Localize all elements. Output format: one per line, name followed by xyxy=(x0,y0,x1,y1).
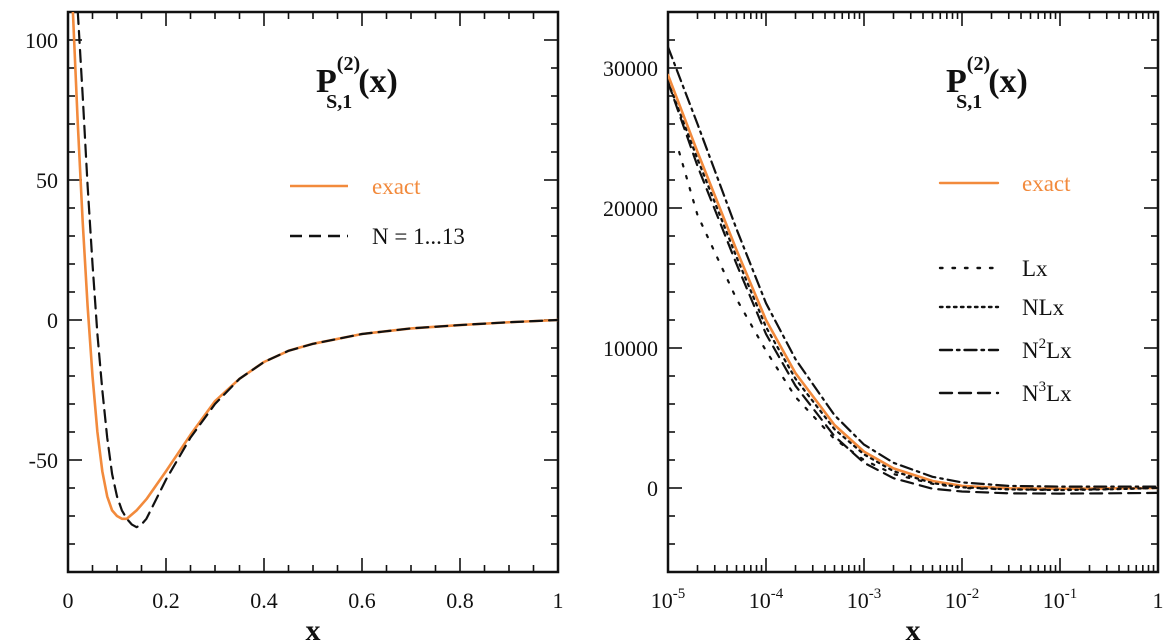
legend-label: N3Lx xyxy=(1022,379,1072,406)
x-tick-label: 1 xyxy=(1153,588,1164,613)
title-base: P xyxy=(316,63,337,100)
chart-title: P(2) S,1 (x) xyxy=(316,53,398,113)
chart-panel-1: 0 0.2 0.4 0.6 0.8 1 -50 0 50 100 x P(2) S,1 (x) exact N… xyxy=(25,10,564,644)
x-tick-exponent: -4 xyxy=(771,586,784,602)
title-argument: (x) xyxy=(988,63,1028,100)
series-line-n2lx xyxy=(668,45,1158,488)
x-tick-label: 0 xyxy=(63,588,74,613)
x-axis-label: x xyxy=(306,614,321,644)
chart-title: P(2) S,1 (x) xyxy=(946,53,1028,113)
y-tick-label: 10000 xyxy=(603,336,658,361)
x-tick-label: 0.6 xyxy=(348,588,376,613)
x-tick-base: 10 xyxy=(1043,588,1065,613)
x-tick-label: 0.4 xyxy=(250,588,278,613)
legend-label: N = 1...13 xyxy=(372,224,465,249)
y-tick-label: -50 xyxy=(29,448,58,473)
legend-label: N2Lx xyxy=(1022,336,1072,363)
legend-label-rest: Lx xyxy=(1046,381,1072,406)
legend-label-rest: Lx xyxy=(1046,338,1072,363)
x-tick-base: 10 xyxy=(945,588,967,613)
x-tick-exponent: -3 xyxy=(869,586,882,602)
legend-label-main: N xyxy=(1022,381,1039,406)
x-axis-label: x xyxy=(906,614,921,644)
legend-label-main: N xyxy=(1022,338,1039,363)
legend-label-exponent: 2 xyxy=(1039,336,1047,352)
x-tick-exponent: -1 xyxy=(1065,586,1078,602)
series-line-n3lx xyxy=(668,80,1158,495)
x-tick-exponent: -2 xyxy=(967,586,980,602)
legend-label-main: NLx xyxy=(1022,295,1065,320)
y-tick-label: 50 xyxy=(36,168,58,193)
x-tick-label: 10-1 xyxy=(1043,586,1078,613)
x-tick-label: 1 xyxy=(553,588,564,613)
x-tick-label: 10-4 xyxy=(749,586,784,613)
series-line-lx xyxy=(678,150,1158,491)
x-tick-label: 0.2 xyxy=(152,588,180,613)
title-subscript: S,1 xyxy=(956,91,982,113)
chart-panel-2: 10-5 10-4 10-3 10-2 10-1 10100002000030000xP(… xyxy=(603,10,1164,644)
series-group xyxy=(668,45,1158,495)
title-subscript: S,1 xyxy=(326,91,352,113)
y-tick-label: 0 xyxy=(47,308,58,333)
y-tick-label: 100 xyxy=(25,28,58,53)
title-superscript: (2) xyxy=(967,53,990,75)
series-line-n-1-13 xyxy=(76,12,558,529)
x-tick-base: 10 xyxy=(651,588,673,613)
series-line-exact xyxy=(668,73,1158,491)
title-argument: (x) xyxy=(358,63,398,100)
legend-label: exact xyxy=(372,174,421,199)
legend-label: NLx xyxy=(1022,295,1065,320)
x-tick-base: 1 xyxy=(1153,588,1164,613)
y-tick-label: 30000 xyxy=(603,56,658,81)
legend-label: exact xyxy=(1022,171,1071,196)
x-tick-base: 10 xyxy=(847,588,869,613)
legend-label-main: Lx xyxy=(1022,256,1048,281)
title-superscript: (2) xyxy=(337,53,360,75)
x-tick-exponent: -5 xyxy=(673,586,686,602)
plot-frame xyxy=(66,10,560,574)
legend-label-exponent: 3 xyxy=(1039,379,1047,395)
legend-label: Lx xyxy=(1022,256,1048,281)
x-tick-base: 10 xyxy=(749,588,771,613)
x-tick-label: 10-3 xyxy=(847,586,882,613)
series-group xyxy=(71,12,558,529)
title-base: P xyxy=(946,63,967,100)
x-tick-label: 0.8 xyxy=(446,588,474,613)
x-tick-label: 10-5 xyxy=(651,586,686,613)
y-tick-label: 0 xyxy=(647,476,658,501)
y-tick-label: 20000 xyxy=(603,196,658,221)
x-tick-label: 10-2 xyxy=(945,586,980,613)
series-line-nlx xyxy=(668,80,1158,492)
